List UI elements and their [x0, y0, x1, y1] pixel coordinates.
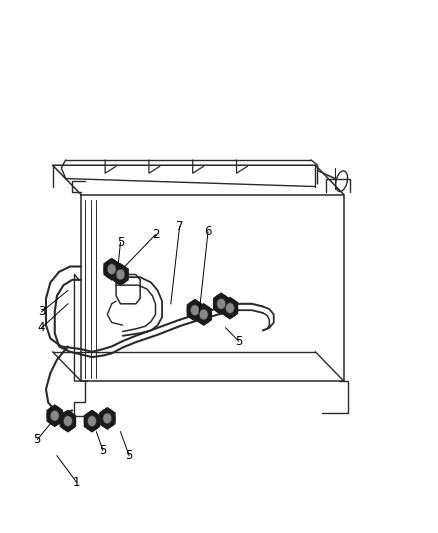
Polygon shape	[100, 408, 115, 429]
Text: 4: 4	[38, 321, 46, 334]
Circle shape	[196, 305, 212, 324]
Text: 5: 5	[99, 444, 106, 457]
Text: 1: 1	[73, 476, 81, 489]
Circle shape	[191, 305, 199, 316]
Circle shape	[213, 294, 229, 313]
Text: 5: 5	[34, 433, 41, 446]
Circle shape	[217, 298, 226, 309]
Circle shape	[84, 411, 100, 431]
Circle shape	[116, 269, 125, 280]
Polygon shape	[187, 300, 202, 321]
Polygon shape	[214, 293, 229, 314]
Circle shape	[199, 309, 208, 320]
Polygon shape	[196, 304, 211, 325]
Polygon shape	[113, 264, 128, 285]
Circle shape	[103, 413, 112, 424]
Circle shape	[104, 260, 120, 279]
Circle shape	[60, 411, 76, 431]
Circle shape	[47, 406, 63, 425]
Circle shape	[50, 410, 59, 421]
Polygon shape	[85, 410, 99, 432]
Polygon shape	[104, 259, 119, 280]
Circle shape	[88, 416, 96, 426]
Polygon shape	[47, 405, 62, 426]
Text: 5: 5	[235, 335, 242, 348]
Text: 7: 7	[176, 220, 184, 233]
Circle shape	[187, 301, 203, 320]
Polygon shape	[60, 410, 75, 432]
Circle shape	[113, 265, 128, 284]
Circle shape	[64, 416, 72, 426]
Circle shape	[226, 303, 234, 313]
Circle shape	[107, 264, 116, 274]
Text: 5: 5	[117, 236, 124, 249]
Circle shape	[99, 409, 115, 428]
Circle shape	[222, 298, 238, 318]
Text: 3: 3	[38, 305, 45, 318]
Text: 5: 5	[126, 449, 133, 462]
Text: 2: 2	[152, 228, 159, 241]
Text: 6: 6	[204, 225, 212, 238]
Polygon shape	[223, 297, 237, 319]
